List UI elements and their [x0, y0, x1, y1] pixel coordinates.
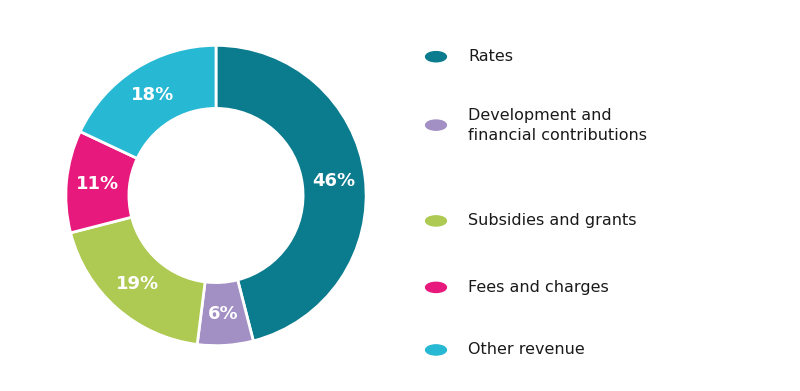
- Text: Subsidies and grants: Subsidies and grants: [468, 213, 637, 228]
- Text: Other revenue: Other revenue: [468, 343, 585, 357]
- Text: Development and
financial contributions: Development and financial contributions: [468, 108, 647, 143]
- Wedge shape: [216, 45, 366, 341]
- Wedge shape: [80, 45, 216, 158]
- Text: 46%: 46%: [312, 172, 355, 190]
- Wedge shape: [66, 132, 138, 233]
- Text: 6%: 6%: [208, 305, 238, 323]
- Text: 11%: 11%: [76, 175, 119, 193]
- Text: 18%: 18%: [131, 86, 174, 104]
- Text: 19%: 19%: [116, 276, 159, 294]
- Wedge shape: [197, 280, 254, 346]
- Text: Rates: Rates: [468, 49, 513, 64]
- Text: Fees and charges: Fees and charges: [468, 280, 609, 295]
- Wedge shape: [70, 217, 205, 344]
